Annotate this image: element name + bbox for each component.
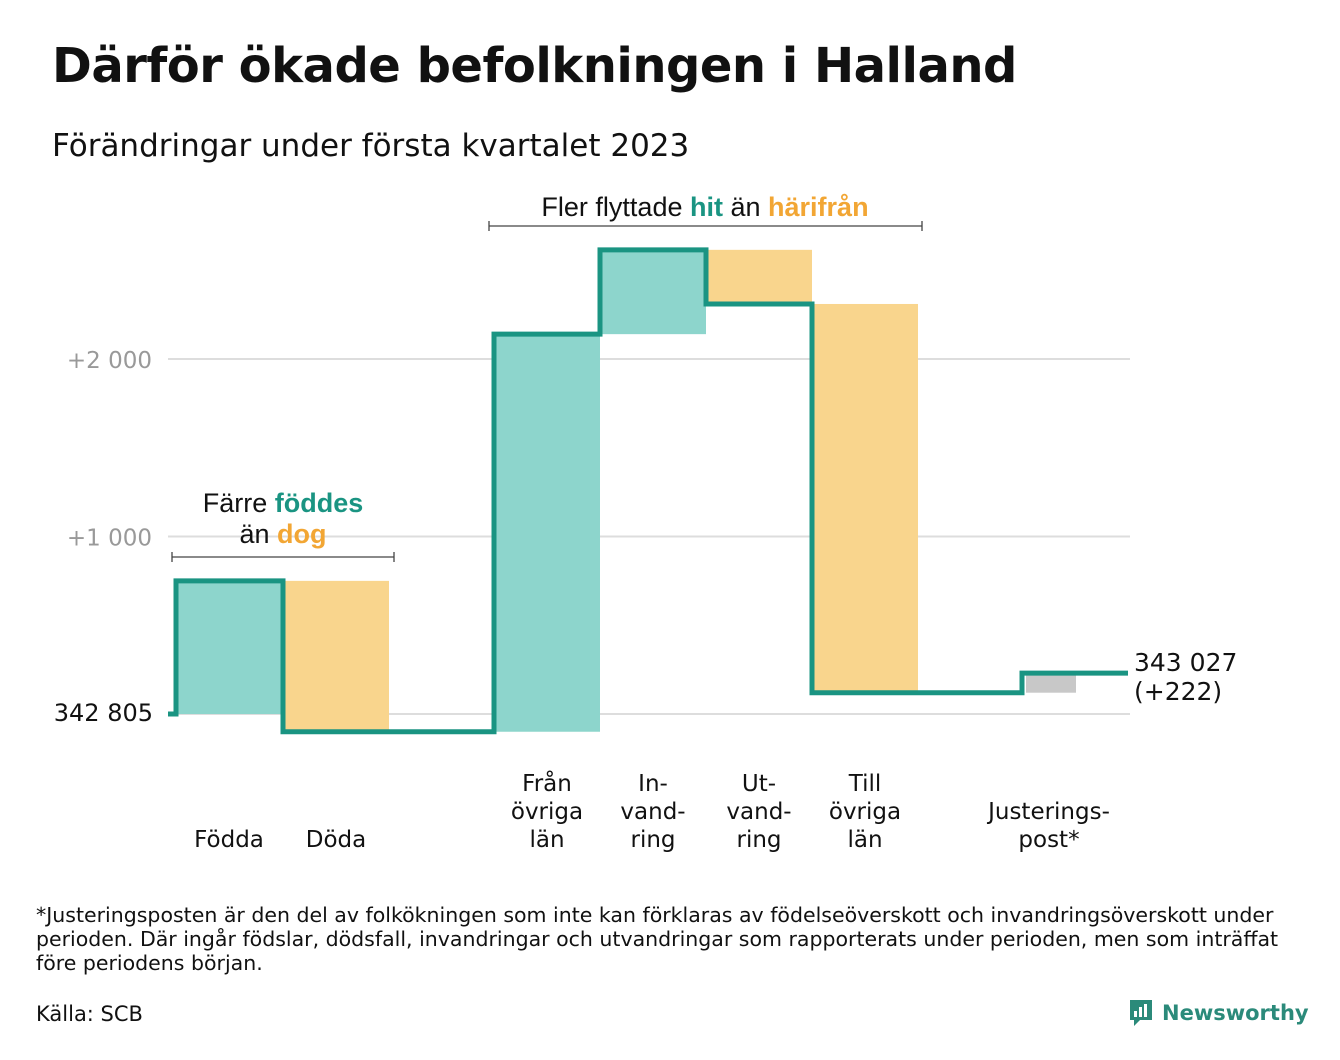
bar-invandring: [600, 249, 706, 335]
start-value-label: 342 805: [54, 699, 153, 727]
category-label-invandring: In-vand-ring: [620, 771, 685, 853]
waterfall-chart: +1 000 +2 000 Färre föddes än dog Fler fl…: [54, 192, 1238, 853]
category-label-line: Justerings-: [986, 799, 1110, 825]
migration-annotation-bracket: [488, 221, 923, 231]
source-label: Källa: SCB: [36, 1002, 143, 1026]
category-label-line: ring: [736, 827, 781, 853]
end-value-label: 343 027: [1134, 648, 1237, 677]
bar-layer: [176, 249, 1076, 732]
category-label-fran_ovriga_lan: Från övriga län: [511, 769, 583, 853]
category-label-line: Till: [848, 771, 882, 797]
y-tick-label: +1 000: [67, 526, 152, 552]
brand: Newsworthy: [1128, 998, 1309, 1028]
category-label-justeringspost: Justerings-post*: [986, 799, 1110, 853]
category-label-line: Från: [522, 769, 572, 797]
births-annotation-bracket: [171, 552, 395, 562]
category-label-line: vand-: [620, 799, 685, 825]
births-annotation-prefix-2: än: [239, 519, 277, 549]
category-label-line: ring: [630, 827, 675, 853]
category-label-line: In-: [638, 771, 668, 797]
category-label-line: övriga: [511, 799, 583, 825]
category-label-line: övriga: [829, 799, 901, 825]
category-label-till_ovriga_lan: Till övriga län: [829, 771, 901, 853]
svg-text:Färre föddes: Färre föddes: [203, 488, 364, 518]
births-annotation-highlight-fodda: föddes: [275, 488, 364, 518]
bar-justeringspost: [1026, 673, 1076, 693]
category-label-line: Ut-: [742, 771, 776, 797]
bar-utvandring: [706, 249, 812, 304]
cumulative-step-line: [168, 247, 1128, 735]
births-annotation-highlight-doda: dog: [277, 519, 326, 549]
category-label-line: län: [529, 827, 564, 853]
migration-annotation: Fler flyttade hit än härifrån: [488, 192, 923, 231]
bar-doda: [283, 580, 389, 732]
svg-text:än dog: än dog: [239, 519, 326, 549]
newsworthy-logo-icon: [1130, 1000, 1152, 1026]
category-label-utvandring: Ut-vand-ring: [726, 771, 791, 853]
category-label-line: post*: [1018, 827, 1079, 853]
end-change-label: (+222): [1134, 677, 1222, 706]
chart-title: Därför ökade befolkningen i Halland: [52, 38, 1017, 94]
category-label-doda: Döda: [306, 827, 366, 853]
category-label-line: Döda: [306, 827, 366, 853]
births-annotation-prefix: Färre: [203, 488, 275, 518]
migration-annotation-prefix: Fler flyttade: [541, 192, 690, 222]
category-label-line: vand-: [726, 799, 791, 825]
footnote: *Justeringsposten är den del av folkökni…: [36, 903, 1279, 975]
bar-fran_ovriga_lan: [494, 334, 600, 732]
migration-annotation-highlight-hit: hit: [690, 192, 723, 222]
migration-annotation-highlight-harifran: härifrån: [768, 192, 869, 222]
category-label-line: Födda: [194, 827, 264, 853]
step-line-layer: [168, 247, 1128, 735]
svg-text:Fler flyttade hit än härifrån: Fler flyttade hit än härifrån: [541, 192, 868, 222]
category-label-line: län: [847, 827, 882, 853]
category-label-fodda: Födda: [194, 827, 264, 853]
migration-annotation-middle: än: [723, 192, 768, 222]
brand-name: Newsworthy: [1162, 1001, 1309, 1025]
y-tick-label: +2 000: [67, 348, 152, 374]
births-annotation: Färre föddes än dog: [171, 488, 395, 562]
chart-subtitle: Förändringar under första kvartalet 2023: [52, 128, 690, 164]
bar-till_ovriga_lan: [812, 303, 918, 693]
bar-fodda: [176, 580, 282, 714]
